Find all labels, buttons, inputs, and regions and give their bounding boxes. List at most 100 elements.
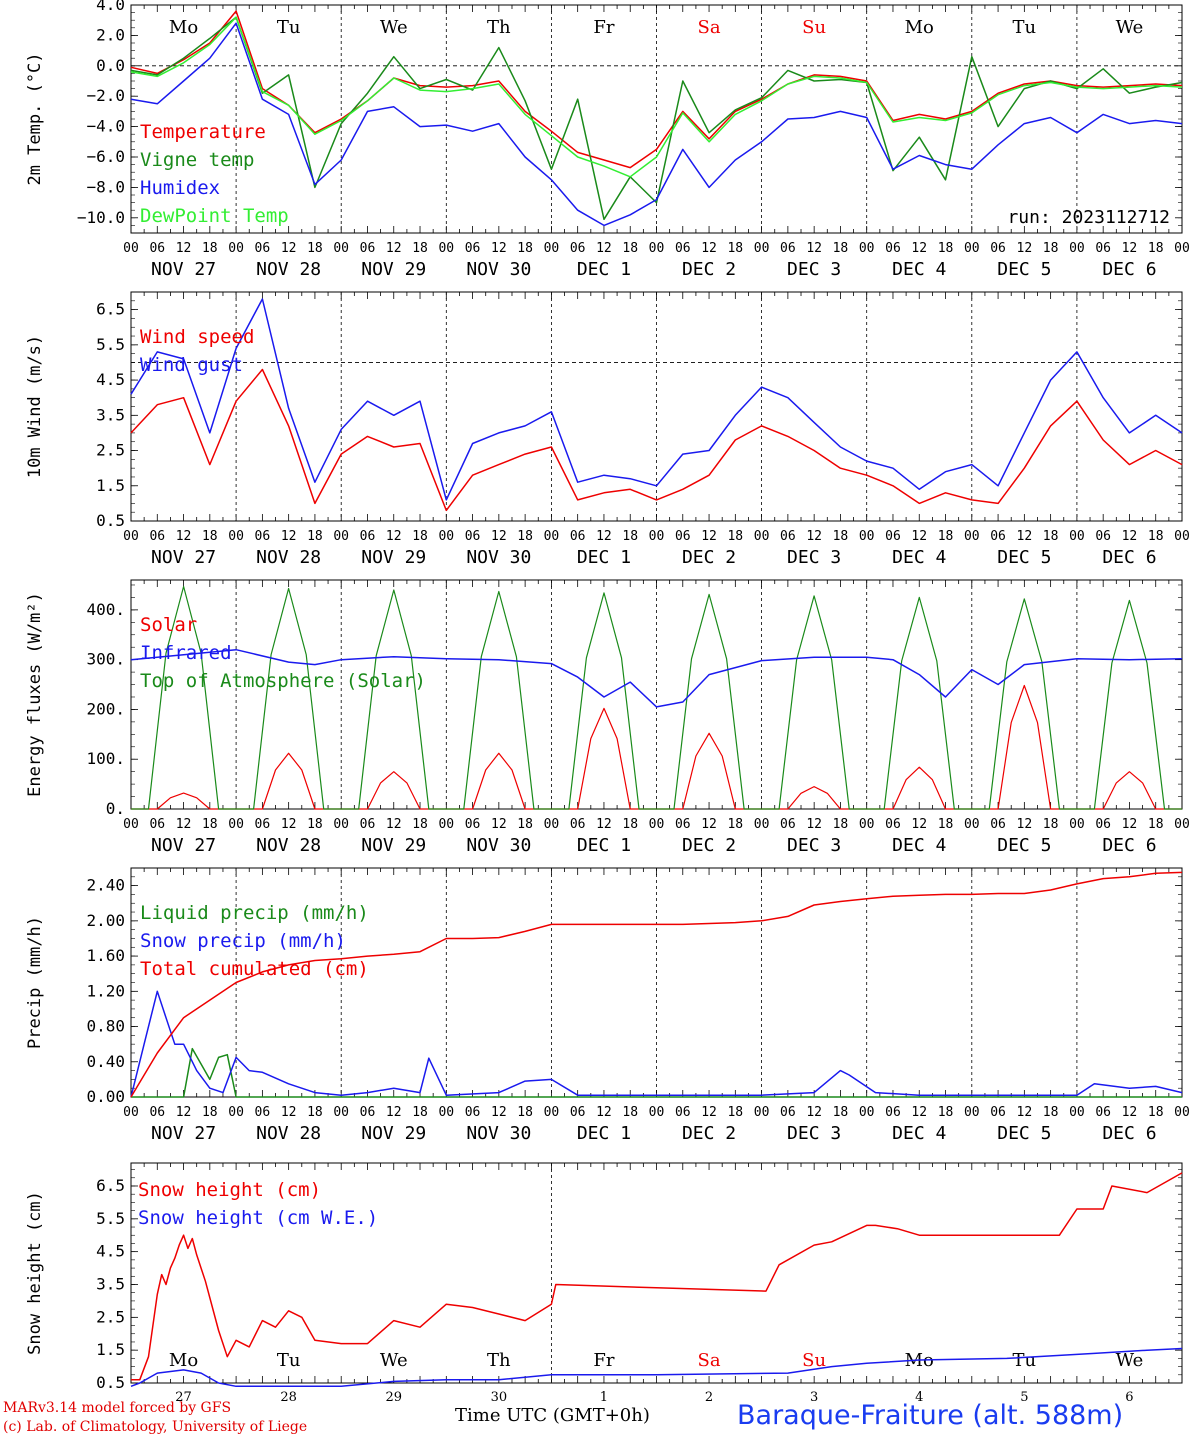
wind-hour-label: 00: [333, 529, 349, 544]
wind-hour-label: 06: [149, 529, 165, 544]
precip-y-tick-label: 1.20: [86, 981, 125, 1000]
temp-y-tick-label: −2.0: [86, 86, 125, 105]
temp-day-name: Su: [802, 17, 826, 38]
energy-series-top-of-atmosphere-solar-: [131, 585, 1182, 810]
energy-hour-label: 06: [1095, 817, 1111, 832]
credit-model: MARv3.14 model forced by GFS: [3, 1400, 232, 1416]
wind-hour-label: 06: [570, 529, 586, 544]
temp-hour-label: 12: [596, 241, 612, 256]
wind-hour-label: 18: [307, 529, 323, 544]
wind-hour-label: 06: [255, 529, 271, 544]
temp-y-tick-label: −10.0: [77, 208, 125, 227]
precip-hour-label: 06: [255, 1105, 271, 1120]
precip-hour-label: 06: [149, 1105, 165, 1120]
wind-hour-label: 18: [938, 529, 954, 544]
energy-hour-label: 18: [1148, 817, 1164, 832]
wind-legend-entry: Wind gust: [140, 354, 243, 376]
wind-hour-label: 12: [806, 529, 822, 544]
temp-legend-entry: DewPoint Temp: [140, 205, 289, 227]
temp-date-label: DEC 5: [997, 259, 1051, 280]
energy-hour-label: 12: [1122, 817, 1138, 832]
energy-date-label: DEC 6: [1102, 835, 1156, 856]
wind-hour-label: 00: [438, 529, 454, 544]
snow-y-tick-label: 1.5: [96, 1340, 125, 1359]
wind-hour-label: 12: [491, 529, 507, 544]
precip-hour-label: 00: [333, 1105, 349, 1120]
energy-hour-label: 12: [911, 817, 927, 832]
temp-series-vigne-temp: [130, 16, 1183, 221]
snow-series-snow-height-cm-w-e-: [130, 1347, 1183, 1388]
wind-date-label: DEC 3: [787, 547, 841, 568]
energy-y-tick-label: 100.: [86, 749, 125, 768]
energy-hour-label: 06: [570, 817, 586, 832]
precip-date-label: NOV 30: [466, 1123, 531, 1144]
wind-hour-label: 00: [228, 529, 244, 544]
precip-date-label: DEC 5: [997, 1123, 1051, 1144]
precip-hour-label: 12: [491, 1105, 507, 1120]
wind-date-label: DEC 6: [1102, 547, 1156, 568]
energy-hour-label: 12: [1017, 817, 1033, 832]
temp-y-tick-label: 0.0: [96, 56, 125, 75]
energy-hour-label: 06: [675, 817, 691, 832]
snow-panel: 6.5 5.5 4.5 3.5 2.5 1.5 0.5 Snow height (cm) 27 2…: [25, 1162, 1183, 1405]
temp-legend-entry: Vigne temp: [140, 149, 254, 171]
temp-date-label: NOV 27: [151, 259, 216, 280]
snow-day-name: We: [380, 1350, 408, 1371]
precip-hour-label: 06: [885, 1105, 901, 1120]
wind-hour-label: 12: [281, 529, 297, 544]
wind-date-label: DEC 4: [892, 547, 946, 568]
energy-date-label: NOV 27: [151, 835, 216, 856]
energy-hour-label: 06: [990, 817, 1006, 832]
energy-date-label: DEC 5: [997, 835, 1051, 856]
temp-hour-label: 06: [675, 241, 691, 256]
temp-series-dewpoint-temp: [130, 16, 1183, 178]
wind-hour-label: 12: [386, 529, 402, 544]
precip-hour-label: 12: [1122, 1105, 1138, 1120]
precip-hour-label: 00: [438, 1105, 454, 1120]
precip-series-snow-precip-mm-h-: [130, 990, 1183, 1098]
temp-day-name: Mo: [169, 17, 198, 38]
temp-hour-label: 18: [938, 241, 954, 256]
snow-day-name: Fr: [593, 1350, 614, 1371]
precip-hour-label: 18: [833, 1105, 849, 1120]
precip-y-tick-label: 0.00: [86, 1087, 125, 1106]
credit-lab: (c) Lab. of Climatology, University of L…: [3, 1419, 308, 1435]
precip-legend-entry: Snow precip (mm/h): [140, 930, 346, 952]
wind-series-wind-gust: [130, 298, 1183, 501]
precip-date-label: DEC 2: [682, 1123, 736, 1144]
energy-hour-label: 18: [833, 817, 849, 832]
wind-hour-label: 18: [1148, 529, 1164, 544]
temp-series-humidex: [130, 22, 1183, 227]
energy-hour-label: 00: [438, 817, 454, 832]
precip-hour-label: 12: [281, 1105, 297, 1120]
precip-hour-label: 06: [360, 1105, 376, 1120]
snow-day-name: Tu: [1013, 1350, 1037, 1371]
wind-hour-label: 06: [360, 529, 376, 544]
precip-y-axis-label: Precip (mm/h): [25, 916, 45, 1049]
energy-hour-label: 18: [622, 817, 638, 832]
temp-hour-label: 18: [412, 241, 428, 256]
energy-hour-label: 18: [938, 817, 954, 832]
wind-hour-label: 18: [517, 529, 533, 544]
wind-hour-label: 00: [544, 529, 560, 544]
snow-y-tick-label: 6.5: [96, 1176, 125, 1195]
snow-date-label: 6: [1125, 1390, 1133, 1405]
temp-hour-label: 12: [701, 241, 717, 256]
wind-hour-label: 06: [885, 529, 901, 544]
temp-hour-label: 06: [465, 241, 481, 256]
station-name: Baraque-Fraiture (alt. 588m): [737, 1400, 1124, 1431]
snow-day-name: Mo: [169, 1350, 198, 1371]
precip-hour-label: 12: [176, 1105, 192, 1120]
snow-y-tick-label: 2.5: [96, 1307, 125, 1326]
energy-hour-label: 00: [544, 817, 560, 832]
temp-y-tick-label: 2.0: [96, 25, 125, 44]
precip-date-label: NOV 28: [256, 1123, 321, 1144]
wind-hour-label: 06: [675, 529, 691, 544]
temp-hour-label: 18: [622, 241, 638, 256]
wind-hour-label: 18: [1043, 529, 1059, 544]
temp-hour-label: 00: [123, 241, 139, 256]
temp-hour-label: 12: [1122, 241, 1138, 256]
temp-date-label: DEC 6: [1102, 259, 1156, 280]
energy-hour-label: 12: [176, 817, 192, 832]
